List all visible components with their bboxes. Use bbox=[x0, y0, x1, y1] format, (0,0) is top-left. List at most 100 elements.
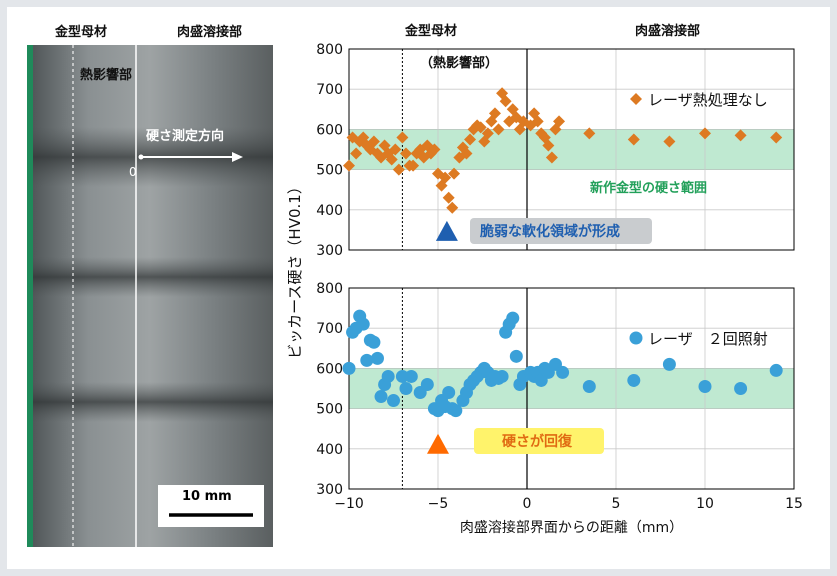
y-tick-label: 300 bbox=[316, 482, 343, 498]
legend-label: レーザ ２回照射 bbox=[648, 330, 768, 348]
data-point bbox=[556, 365, 570, 379]
data-point bbox=[399, 382, 413, 395]
y-tick-label: 800 bbox=[316, 281, 343, 297]
data-point bbox=[509, 349, 523, 363]
data-point bbox=[446, 201, 459, 214]
data-point bbox=[531, 115, 544, 128]
data-point bbox=[389, 143, 402, 156]
callout-box bbox=[474, 428, 604, 454]
label-base-metal: 金型母材 bbox=[55, 25, 108, 40]
data-point bbox=[374, 390, 388, 404]
data-point bbox=[367, 135, 380, 148]
direction-arrow-head bbox=[232, 152, 243, 162]
plot-frame bbox=[348, 48, 795, 251]
x-tick-label: 10 bbox=[696, 496, 714, 512]
data-point bbox=[506, 311, 520, 325]
header-label-base-metal: 金型母材 bbox=[404, 23, 457, 39]
data-point bbox=[370, 351, 384, 365]
data-point bbox=[481, 127, 494, 140]
plot-frame bbox=[348, 287, 795, 490]
data-point bbox=[448, 167, 461, 180]
data-point bbox=[360, 353, 374, 367]
label-direction: 硬さ測定方向 bbox=[146, 129, 225, 144]
callout-text: 硬さが回復 bbox=[502, 433, 573, 450]
data-point bbox=[350, 147, 363, 160]
y-axis-label: ビッカース硬さ（HV0.1） bbox=[286, 179, 304, 359]
y-tick-label: 500 bbox=[316, 163, 343, 179]
band-label: 新作金型の硬さ範囲 bbox=[590, 180, 707, 196]
y-tick-label: 400 bbox=[316, 442, 343, 458]
haz-label: （熱影響部） bbox=[420, 55, 498, 71]
data-point bbox=[407, 159, 420, 172]
data-point bbox=[662, 357, 676, 371]
data-point bbox=[420, 377, 434, 391]
y-tick-label: 500 bbox=[316, 402, 343, 418]
data-point bbox=[474, 121, 487, 134]
data-point bbox=[699, 127, 711, 140]
data-point bbox=[553, 115, 566, 128]
data-point bbox=[734, 129, 747, 142]
data-point bbox=[404, 369, 418, 383]
data-point bbox=[492, 123, 505, 136]
data-point bbox=[439, 171, 452, 184]
callout-text: 脆弱な軟化領域が形成 bbox=[479, 223, 620, 240]
data-point bbox=[442, 191, 455, 204]
data-point bbox=[343, 159, 355, 172]
x-tick-label: 5 bbox=[612, 496, 621, 512]
data-point bbox=[387, 394, 400, 408]
data-point bbox=[663, 135, 676, 148]
data-point bbox=[734, 382, 748, 395]
label-haz: 熱影響部 bbox=[80, 68, 133, 83]
data-point bbox=[342, 361, 356, 375]
data-point bbox=[627, 373, 641, 387]
data-point bbox=[495, 369, 509, 383]
data-point bbox=[698, 379, 712, 393]
data-point bbox=[442, 386, 456, 400]
x-axis-label: 肉盛溶接部界面からの距離（mm） bbox=[460, 519, 683, 536]
scale-bar-box bbox=[158, 485, 264, 527]
data-point bbox=[488, 107, 501, 120]
legend-marker bbox=[630, 93, 642, 105]
scale-bar-label: 10 mm bbox=[182, 489, 232, 504]
data-point bbox=[464, 133, 477, 146]
x-tick-label: 15 bbox=[785, 496, 803, 512]
data-point bbox=[449, 404, 463, 418]
label-overlay-weld: 肉盛溶接部 bbox=[177, 25, 243, 40]
data-point bbox=[460, 147, 473, 160]
callout-marker bbox=[427, 433, 449, 454]
label-zero: 0 bbox=[129, 165, 137, 179]
x-tick-label: −10 bbox=[334, 496, 364, 512]
callout-box bbox=[470, 218, 652, 244]
y-tick-label: 600 bbox=[316, 361, 343, 377]
legend-marker bbox=[629, 331, 643, 345]
data-point bbox=[428, 143, 441, 156]
data-point bbox=[399, 147, 412, 160]
weld-photo bbox=[27, 45, 273, 547]
data-point bbox=[367, 335, 381, 349]
header-label-overlay-weld: 肉盛溶接部 bbox=[635, 23, 700, 39]
y-tick-label: 600 bbox=[316, 122, 343, 138]
start-point-marker bbox=[138, 154, 144, 160]
callout-marker bbox=[435, 220, 458, 241]
data-point bbox=[582, 379, 596, 393]
data-point bbox=[396, 131, 409, 144]
data-point bbox=[545, 151, 558, 164]
data-point bbox=[769, 363, 783, 377]
y-tick-label: 800 bbox=[316, 42, 343, 58]
data-point bbox=[395, 369, 409, 383]
y-tick-label: 400 bbox=[316, 203, 343, 219]
legend-label: レーザ熱処理なし bbox=[648, 91, 768, 109]
data-point bbox=[583, 127, 596, 140]
y-tick-label: 700 bbox=[316, 82, 343, 98]
data-point bbox=[392, 163, 405, 176]
data-point bbox=[499, 95, 512, 108]
data-point bbox=[627, 133, 640, 146]
y-tick-label: 700 bbox=[316, 321, 343, 337]
x-tick-label: 0 bbox=[523, 496, 532, 512]
data-point bbox=[542, 139, 555, 152]
data-point bbox=[770, 131, 783, 144]
y-tick-label: 300 bbox=[316, 243, 343, 259]
edge-strip bbox=[27, 45, 33, 547]
x-tick-label: −5 bbox=[428, 496, 449, 512]
